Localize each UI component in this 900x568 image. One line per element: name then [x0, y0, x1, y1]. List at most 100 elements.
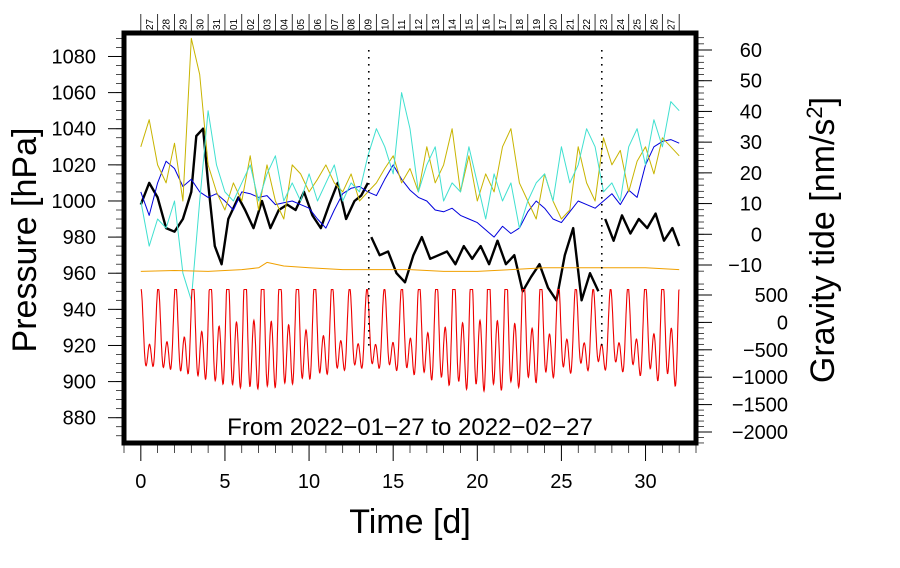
x-tick-label: 25 — [550, 471, 572, 493]
data-spike-dot — [367, 183, 370, 185]
series-layer — [139, 37, 681, 394]
data-spike-dot — [600, 85, 603, 87]
data-spike-dot — [600, 183, 603, 185]
data-spike-dot — [367, 274, 370, 276]
data-spike-dot — [367, 71, 370, 73]
data-spike-dot — [600, 330, 603, 332]
date-label: 21 — [565, 18, 576, 30]
data-spike-dot — [600, 281, 603, 283]
data-spike-dot — [600, 211, 603, 213]
y-right-upper-tick-label: 30 — [740, 132, 762, 154]
data-spike-dot — [367, 148, 370, 150]
data-spike-dot — [367, 64, 370, 66]
date-label: 25 — [633, 18, 644, 30]
data-spike-dot — [600, 246, 603, 248]
data-spike-dot — [600, 64, 603, 66]
data-spike-dot — [367, 106, 370, 108]
y-left-tick-label: 980 — [63, 227, 96, 249]
x-tick-label: 15 — [382, 471, 404, 493]
data-spike-dot — [600, 225, 603, 227]
data-spike-dot — [367, 190, 370, 192]
y-left-tick-label: 940 — [63, 299, 96, 321]
y-left-tick-label: 1000 — [52, 191, 97, 213]
data-spike-dot — [367, 204, 370, 206]
data-spike-dot — [367, 218, 370, 220]
data-spike-dot — [367, 169, 370, 171]
data-spike-dot — [367, 295, 370, 297]
data-spike-dot — [600, 148, 603, 150]
date-label: 11 — [397, 19, 408, 30]
data-spike-dot — [367, 225, 370, 227]
x-tick-label: 10 — [298, 471, 320, 493]
y-right-lower-tick-label: 500 — [755, 285, 788, 307]
data-spike-dot — [367, 323, 370, 325]
data-spike-dot — [367, 197, 370, 199]
data-spike-dot — [600, 302, 603, 304]
data-spike-dot — [600, 113, 603, 115]
data-spike-dot — [367, 155, 370, 157]
data-spike-dot — [367, 281, 370, 283]
x-tick-label: 0 — [135, 471, 146, 493]
data-spike-dot — [600, 134, 603, 136]
data-spike-dot — [367, 50, 370, 52]
date-label: 14 — [448, 18, 459, 30]
x-tick-label: 30 — [634, 471, 656, 493]
date-label: 27 — [145, 18, 156, 30]
date-label: 17 — [498, 18, 509, 30]
y-left-tick-label: 880 — [63, 408, 96, 430]
data-spike-dot — [600, 78, 603, 80]
data-spike-dot — [600, 155, 603, 157]
date-label: 12 — [414, 18, 425, 30]
data-spike-dot — [600, 337, 603, 339]
date-label: 18 — [515, 18, 526, 30]
data-spike-dot — [367, 316, 370, 318]
data-spike-dot — [600, 176, 603, 178]
series-pressure — [139, 127, 369, 266]
data-spike-dot — [600, 169, 603, 171]
y-right-lower-tick-label: −1500 — [732, 395, 788, 417]
data-spike-dot — [600, 106, 603, 108]
data-spike-dot — [600, 50, 603, 52]
data-spike-dot — [367, 309, 370, 311]
y-right-lower-tick-label: 0 — [777, 312, 788, 334]
y-axis-title-right-suffix: ] — [804, 97, 842, 106]
data-spike-dot — [367, 288, 370, 290]
series-turquoise — [140, 92, 680, 301]
data-spike-dot — [367, 232, 370, 234]
series-pressure — [604, 212, 681, 247]
data-spike-dot — [600, 260, 603, 262]
date-label: 28 — [162, 18, 173, 30]
date-label: 08 — [347, 18, 358, 30]
y-left-tick-label: 1060 — [52, 83, 97, 105]
tick-layer — [108, 14, 712, 461]
data-spike-dot — [600, 267, 603, 269]
x-tick-label: 5 — [219, 471, 230, 493]
data-spike-dot — [600, 162, 603, 164]
data-spike-dot — [600, 71, 603, 73]
data-spike-dot — [367, 176, 370, 178]
series-pressure — [370, 226, 600, 302]
date-label: 22 — [582, 18, 593, 30]
data-spike-dot — [367, 246, 370, 248]
x-axis-title: Time [d] — [349, 503, 471, 541]
date-label: 19 — [532, 18, 543, 30]
y-left-tick-label: 920 — [63, 335, 96, 357]
date-label: 10 — [380, 18, 391, 30]
data-spike-dot — [367, 239, 370, 241]
y-right-upper-tick-label: 40 — [740, 101, 762, 123]
date-label: 20 — [549, 18, 560, 30]
date-label: 05 — [296, 18, 307, 30]
y-axis-title-right: Gravity tide [nm/s2] — [802, 97, 843, 383]
series-gravity-tide — [140, 288, 680, 394]
data-spike-dot — [367, 330, 370, 332]
y-right-upper-tick-label: −10 — [728, 255, 762, 277]
data-spike-dot — [367, 211, 370, 213]
data-spike-dot — [600, 92, 603, 94]
data-spike-dot — [600, 204, 603, 206]
data-spike-dot — [367, 113, 370, 115]
data-spike-dot — [600, 197, 603, 199]
series-blue — [140, 139, 680, 238]
data-spike-dot — [367, 253, 370, 255]
